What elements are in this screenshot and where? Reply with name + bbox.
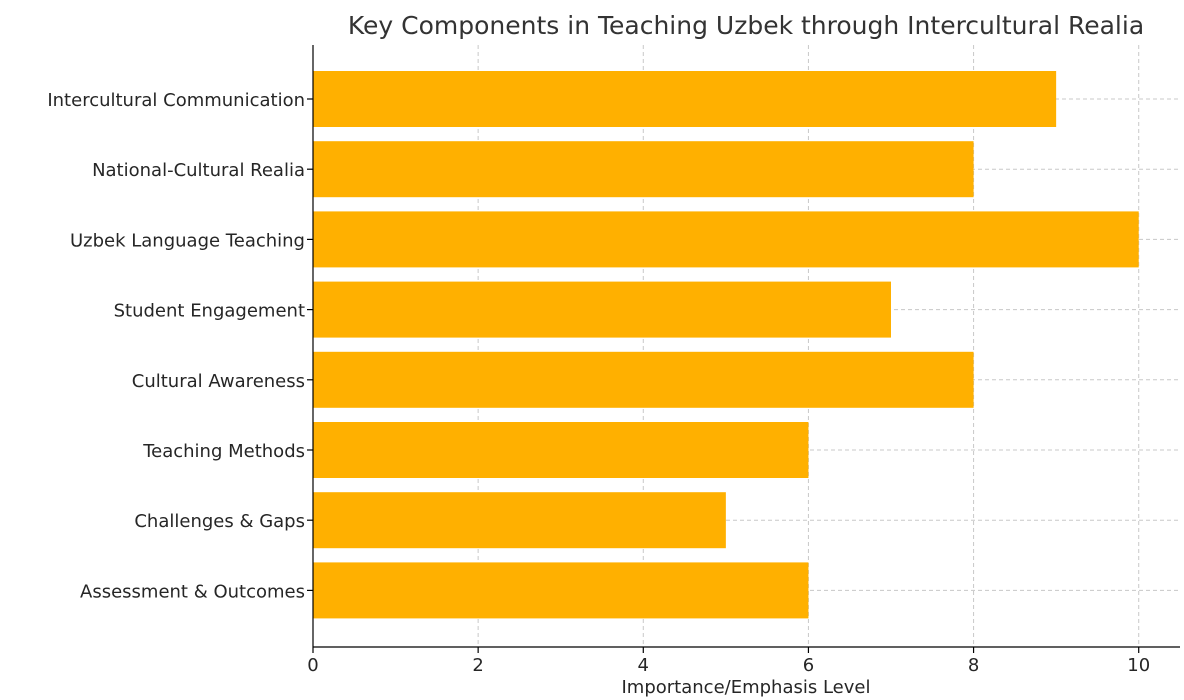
category-label: Student Engagement — [114, 301, 305, 322]
x-tick-label: 0 — [307, 655, 318, 676]
bar — [313, 141, 974, 198]
category-label: Uzbek Language Teaching — [70, 230, 305, 251]
category-label: Challenges & Gaps — [134, 511, 305, 532]
x-axis-title: Importance/Emphasis Level — [622, 677, 871, 698]
category-label: National-Cultural Realia — [92, 160, 305, 181]
bar — [313, 351, 974, 408]
category-label: Assessment & Outcomes — [80, 581, 305, 602]
category-label: Cultural Awareness — [132, 371, 305, 392]
chart-title: Key Components in Teaching Uzbek through… — [348, 11, 1144, 40]
bar — [313, 211, 1139, 268]
bar — [313, 492, 726, 549]
bar-layer — [313, 71, 1139, 619]
category-label: Teaching Methods — [142, 441, 305, 462]
category-labels: Intercultural Communication National-Cult… — [47, 90, 305, 602]
bar — [313, 422, 809, 478]
tick-labels: 0 2 4 6 8 10 — [307, 655, 1150, 676]
x-tick-label: 8 — [968, 655, 979, 676]
x-tick-label: 4 — [638, 655, 649, 676]
bar — [313, 71, 1057, 127]
x-tick-label: 6 — [803, 655, 814, 676]
grid-layer — [312, 45, 1180, 647]
axis-layer — [307, 45, 1180, 653]
category-label: Intercultural Communication — [47, 90, 305, 111]
bar — [313, 562, 809, 619]
x-tick-label: 10 — [1127, 655, 1150, 676]
bar — [313, 281, 891, 338]
x-tick-label: 2 — [472, 655, 483, 676]
